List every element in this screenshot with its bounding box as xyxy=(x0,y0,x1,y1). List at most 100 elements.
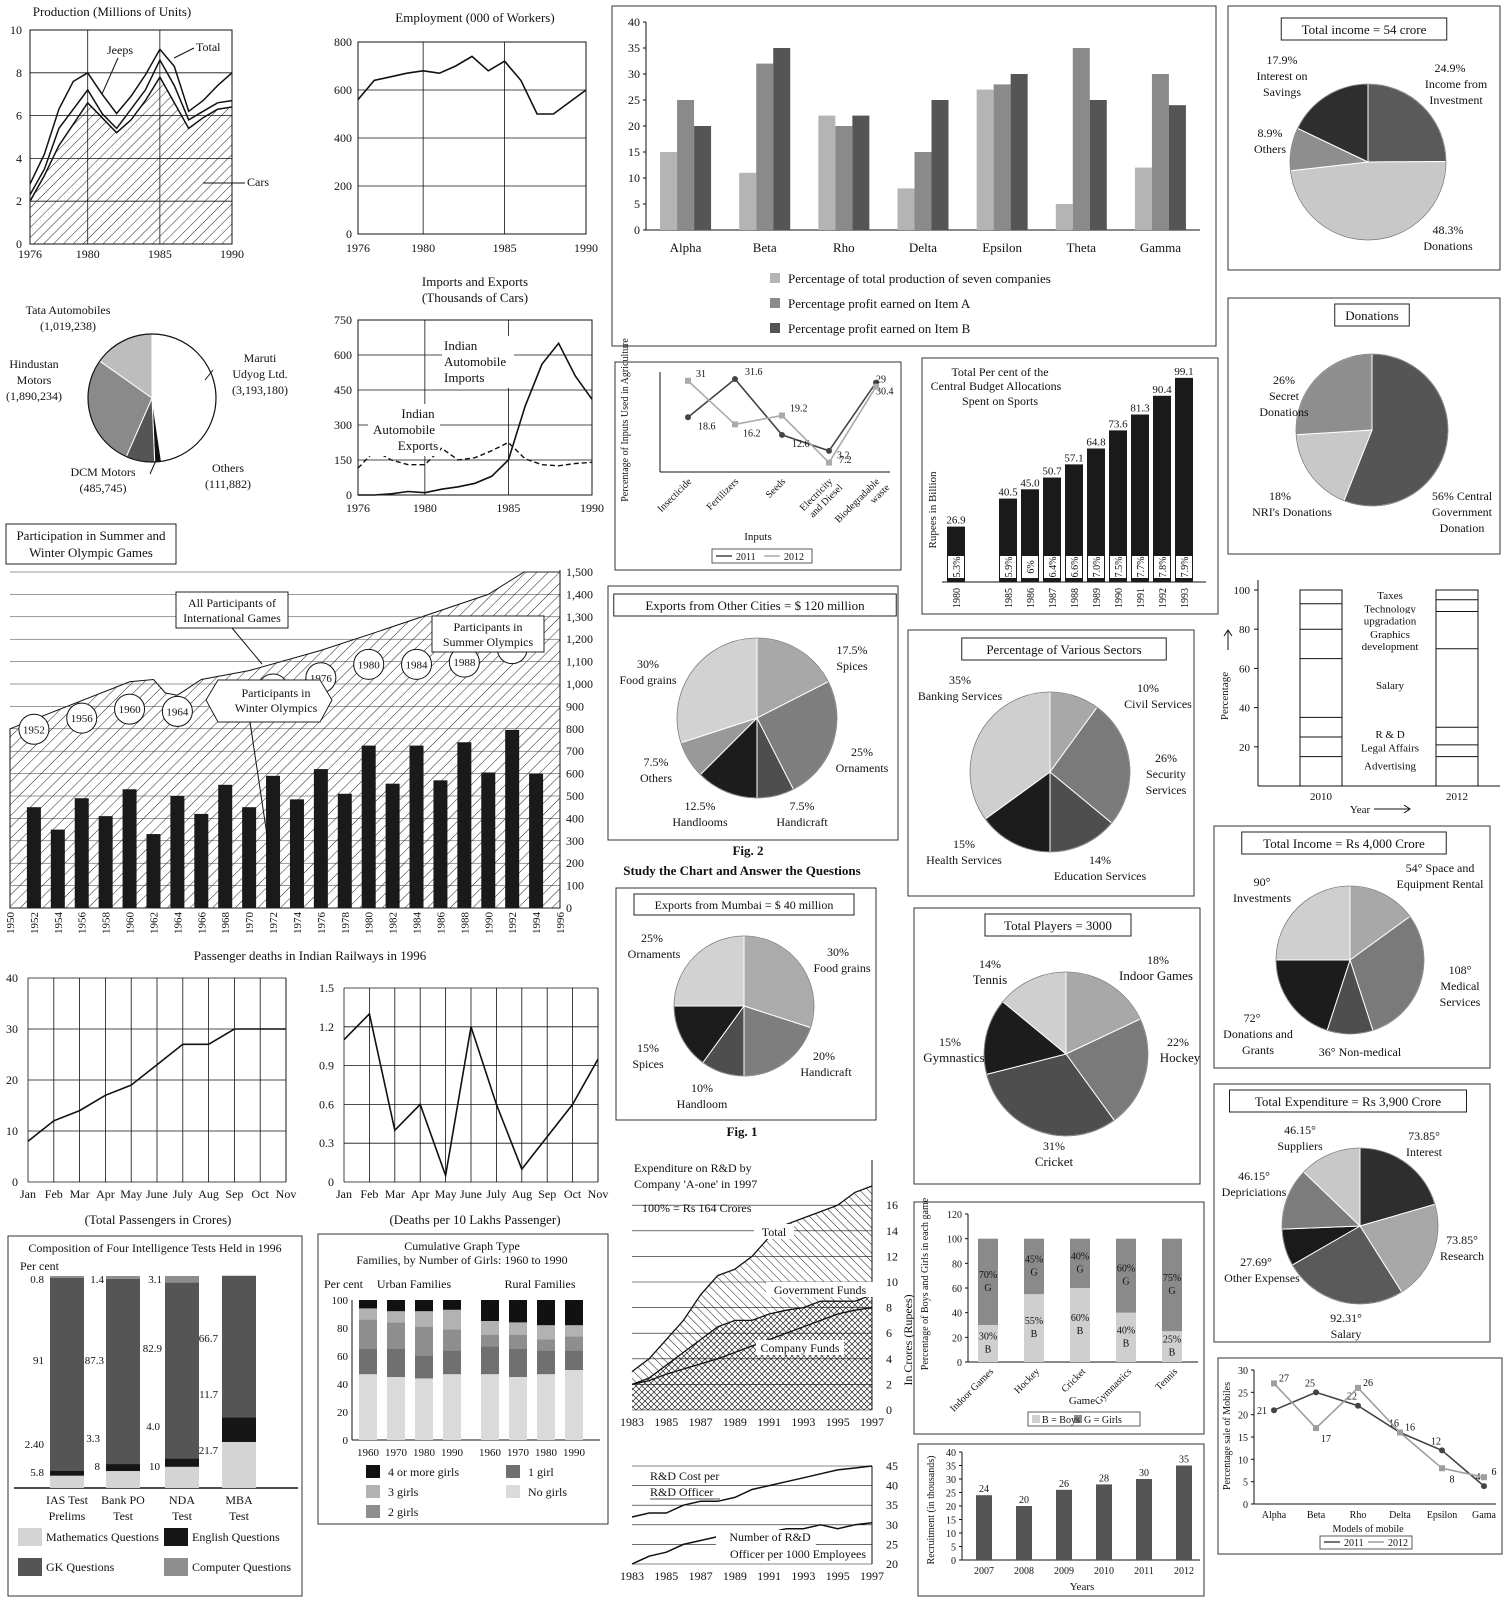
chart-title-box xyxy=(1241,831,1447,855)
y-axis-label: Percentage xyxy=(1219,672,1231,720)
segment-3-4 xyxy=(165,1276,199,1283)
y-tick-label: 4 xyxy=(886,1352,892,1366)
x-tick-label: Fertilizers xyxy=(705,476,742,513)
chart-title: Cumulative Graph Type xyxy=(404,1239,520,1253)
deaths-line xyxy=(343,1012,599,1179)
series-label: Advertising xyxy=(1364,760,1416,772)
series-label: R & D xyxy=(1375,729,1404,741)
pct-suppliers: 46.15° xyxy=(1284,1123,1316,1137)
pct-gymnastics: 15% xyxy=(939,1035,961,1049)
y-tick-label: 16 xyxy=(886,1198,898,1212)
x-tick-label: Hockey xyxy=(1012,1366,1042,1396)
y-tick-label: 2 xyxy=(16,194,22,208)
segment-2-3 xyxy=(106,1278,140,1465)
chart-frame xyxy=(1213,1083,1491,1343)
x-tick-label: 1974 xyxy=(292,912,304,935)
y-tick-label: 200 xyxy=(566,856,584,870)
company-label: Company Funds xyxy=(760,1341,839,1355)
legend-2011: 2011 xyxy=(1344,1538,1364,1549)
y-tick-label: 0 xyxy=(346,227,352,241)
label-donations-1: Donations and xyxy=(1223,1027,1293,1041)
value-label: 21 xyxy=(1257,1406,1267,1417)
chart-exports-other-cities: Exports from Other Cities = $ 120 millio… xyxy=(607,585,899,858)
x-tick-label: Nov xyxy=(588,1187,609,1201)
x-tick-label: Gama xyxy=(1472,1510,1496,1521)
legend-box xyxy=(1319,1535,1413,1550)
y-tick-label: 20 xyxy=(1238,1411,1248,1422)
chart-olympics: Participation in Summer and Winter Olympi… xyxy=(5,523,593,935)
section-header: Study the Chart and Answer the Questions xyxy=(623,863,860,878)
passengers-line xyxy=(27,1028,286,1142)
x-tick-label-1: MBA xyxy=(225,1493,253,1507)
segment-3-1 xyxy=(415,1378,433,1440)
label-health: Health Services xyxy=(926,853,1002,867)
cars-label: Cars xyxy=(247,175,269,189)
pct-box xyxy=(1022,556,1038,578)
pct-investment: 24.9% xyxy=(1435,61,1466,75)
chart-title: Percentage of Various Sectors xyxy=(986,642,1141,657)
boys-label: 30% xyxy=(979,1332,997,1343)
pct-research: 73.85° xyxy=(1446,1233,1478,1247)
x-tick-label: Insecticide xyxy=(656,476,695,515)
pct-spices: 17.5% xyxy=(837,643,868,657)
segment-3-4 xyxy=(415,1311,433,1327)
segment-8-2 xyxy=(565,1350,583,1370)
y-tick-label: 100 xyxy=(1234,585,1251,597)
group-urban: Urban Families xyxy=(377,1277,452,1291)
x-tick-label: Gamma xyxy=(1140,240,1181,255)
value-maruti: (3,193,180) xyxy=(232,383,288,397)
y-tick-label: 0 xyxy=(566,901,572,915)
label-others: Others xyxy=(212,461,244,475)
value-label: 30 xyxy=(1139,1468,1149,1479)
segment-7-1 xyxy=(537,1374,555,1440)
chart-expense-shares: 20 40 60 80 100 Percentage 2010 2012 Taxes Techno… xyxy=(1219,580,1500,816)
value-label: 40.5 xyxy=(998,487,1018,499)
label-donations-2: Grants xyxy=(1242,1043,1274,1057)
point-2012 xyxy=(1313,1425,1319,1432)
chart-subtitle: (Thousands of Cars) xyxy=(422,290,528,305)
bar-beta-3 xyxy=(773,48,791,230)
y-tick-label: 20 xyxy=(6,1073,18,1087)
legend-swatch xyxy=(770,323,780,333)
label-maruti-2: Udyog Ltd. xyxy=(232,367,287,381)
label-tata: Tata Automobiles xyxy=(26,303,111,317)
series-company-funds xyxy=(631,1306,873,1386)
number-label-2: Officer per 1000 Employees xyxy=(730,1547,866,1561)
pct-box xyxy=(1066,556,1082,578)
year-marker-label: 1952 xyxy=(23,724,45,736)
pct-non-medical: 36° Non-medical xyxy=(1319,1045,1402,1059)
x-axis-label: Models of mobile xyxy=(1332,1524,1404,1535)
x-tick-label: 1990 xyxy=(220,247,244,261)
y-tick-label: 10 xyxy=(6,1124,18,1138)
chart-title: Total Income = Rs 4,000 Crore xyxy=(1263,836,1425,851)
y-tick-label: 60 xyxy=(337,1351,349,1363)
segment-1-2 xyxy=(359,1349,377,1375)
x-tick-label: 2010 xyxy=(1094,1566,1114,1577)
segment-5-4 xyxy=(481,1321,499,1335)
y-tick-label: 20 xyxy=(952,1333,962,1344)
label: 10 xyxy=(149,1461,161,1473)
y-axis-label: In Crores (Rupees) xyxy=(901,1294,915,1385)
chart-total-income-4000: Total Income = Rs 4,000 Crore 54° Space a… xyxy=(1213,825,1491,1069)
pct-interest: 73.85° xyxy=(1408,1129,1440,1143)
y-tick-label: 40 xyxy=(6,971,18,985)
label-research: Research xyxy=(1440,1249,1484,1263)
x-tick-label: 1995 xyxy=(826,1415,850,1429)
chart-title: Production (Millions of Units) xyxy=(33,4,192,19)
label-civil: Civil Services xyxy=(1124,697,1192,711)
x-tick-label: 1980 xyxy=(411,241,435,255)
chart-intelligence-tests: Composition of Four Intelligence Tests H… xyxy=(7,1235,303,1597)
y-tick-label: 35 xyxy=(946,1462,956,1473)
segment-4-1 xyxy=(222,1441,256,1488)
year-marker-label: 1984 xyxy=(406,659,429,671)
pct-label: 5.9% xyxy=(1004,557,1015,578)
chart-title-2: Company 'A-one' in 1997 xyxy=(634,1177,757,1191)
chart-title: Donations xyxy=(1345,308,1398,323)
x-tick-label: 1985 xyxy=(148,247,172,261)
x-tick-label: Seeds xyxy=(764,476,788,500)
x-tick-label: July xyxy=(486,1187,506,1201)
y-tick-label: 60 xyxy=(952,1284,962,1295)
x-tick-label: 1982 xyxy=(388,912,400,934)
value-label: 30.4 xyxy=(876,387,894,398)
series-label-bg xyxy=(1350,638,1434,653)
